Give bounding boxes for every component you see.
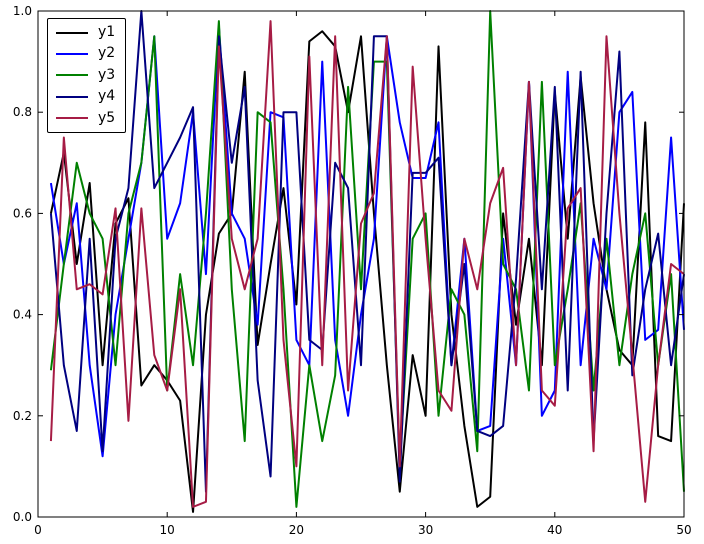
legend-item-y2: y2 (56, 45, 116, 62)
x-tick-label: 10 (160, 523, 175, 537)
series-line-y2 (49, 25, 685, 458)
legend-line-sample (56, 31, 88, 34)
legend-label: y2 (98, 45, 116, 62)
y-tick-label: 0.6 (13, 206, 32, 220)
legend-item-y5: y5 (56, 109, 116, 126)
legend-line-sample (56, 53, 88, 56)
y-tick-label: 0.2 (13, 409, 32, 423)
legend-label: y5 (98, 109, 116, 126)
series-line-y4 (49, 10, 685, 493)
series-line-y5 (49, 20, 685, 508)
x-tick-label: 0 (34, 523, 42, 537)
y-tick-label: 1.0 (13, 4, 32, 18)
y-tick-label: 0.4 (13, 308, 32, 322)
legend: y1 y2 y3 y4 y5 (47, 18, 127, 133)
legend-line-sample (56, 95, 88, 98)
legend-label: y3 (98, 66, 116, 83)
x-tick-label: 40 (547, 523, 562, 537)
x-tick-label: 30 (418, 523, 433, 537)
y-tick-label: 0.0 (13, 510, 32, 524)
x-tick-label: 50 (676, 523, 691, 537)
legend-item-y1: y1 (56, 24, 116, 40)
plot-frame (37, 10, 685, 518)
legend-item-y3: y3 (56, 66, 116, 83)
y-tick-label: 0.8 (13, 105, 32, 119)
legend-item-y4: y4 (56, 88, 116, 105)
legend-label: y1 (98, 24, 116, 40)
legend-line-sample (56, 117, 88, 120)
legend-label: y4 (98, 88, 116, 105)
x-tick-label: 20 (289, 523, 304, 537)
legend-line-sample (56, 74, 88, 77)
